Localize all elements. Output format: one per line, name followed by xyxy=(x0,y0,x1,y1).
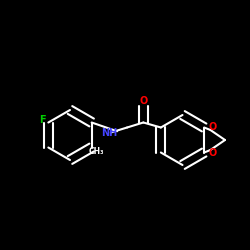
Text: O: O xyxy=(209,122,217,132)
Text: F: F xyxy=(39,115,46,125)
Text: O: O xyxy=(209,148,217,158)
Text: O: O xyxy=(139,96,147,106)
Text: NH: NH xyxy=(102,128,118,138)
Text: CH₃: CH₃ xyxy=(89,147,104,156)
